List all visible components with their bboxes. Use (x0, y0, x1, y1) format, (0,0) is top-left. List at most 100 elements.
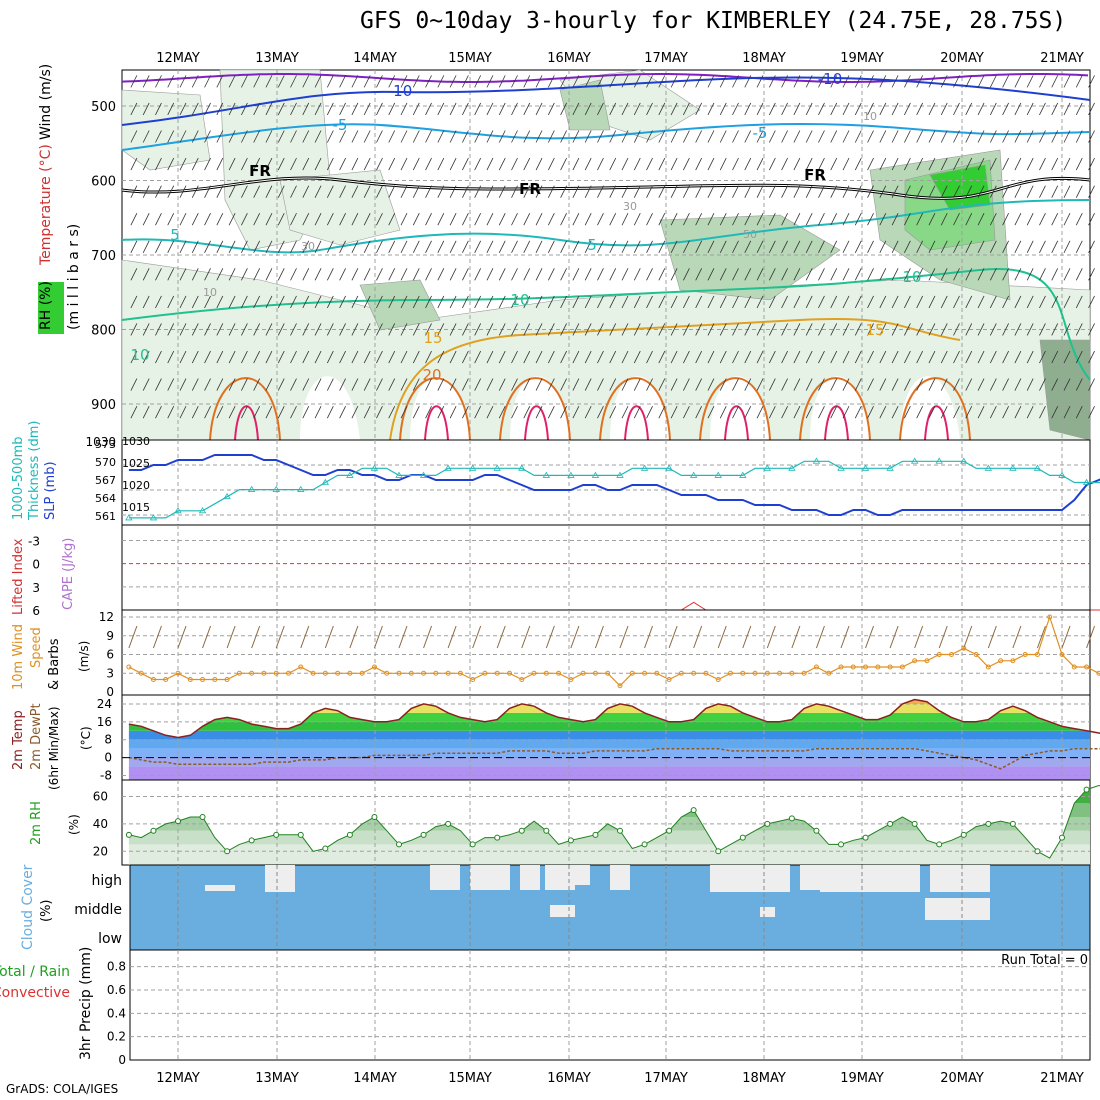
wind-barb (670, 378, 678, 391)
wind-barb (633, 240, 641, 253)
top-day-label: 16MAY (547, 51, 591, 66)
wind-barb (314, 295, 322, 309)
contour-label: 10 (863, 110, 877, 123)
wind-barb (376, 295, 383, 309)
wind-barb (351, 323, 359, 336)
wind-barb (597, 378, 604, 391)
rh2m-marker (690, 807, 697, 814)
wind-barb (719, 378, 727, 391)
wind-barb (486, 130, 494, 143)
thickness-marker (812, 457, 821, 464)
wind-barb (965, 213, 973, 226)
wind-barb (351, 350, 359, 364)
wind-speed-marker (470, 677, 476, 682)
wind-barb (989, 350, 997, 364)
wind-barb (977, 405, 985, 419)
wind-barb (486, 75, 494, 88)
wind-barb (719, 240, 727, 253)
wind-barb (695, 240, 703, 253)
wind-barb (719, 157, 727, 171)
cloud-clear-block (265, 865, 295, 892)
wind-speed-marker (899, 664, 905, 670)
wind-barb (879, 75, 887, 88)
isotherm-20 (499, 377, 571, 441)
wind-barb (511, 185, 518, 198)
wind-barb (609, 268, 617, 281)
wind-barb (793, 405, 801, 419)
rh2m-marker (175, 818, 181, 825)
wind-barb (462, 130, 469, 143)
wind-barb (376, 405, 383, 419)
rh2m-marker (518, 827, 525, 834)
wind-barb (547, 157, 555, 171)
top-day-label: 19MAY (840, 51, 884, 66)
wind-barb (904, 75, 911, 88)
wind-barb (547, 295, 555, 309)
rh2m-marker (1009, 820, 1016, 827)
wind-barb (462, 213, 469, 226)
thickness-marker (518, 464, 526, 471)
wind-barb (277, 295, 285, 309)
wind-barb (179, 378, 187, 391)
wind-barb (191, 295, 199, 309)
wind-barb (216, 157, 224, 171)
wind-barb (646, 268, 653, 281)
wind-speed-marker (789, 670, 795, 676)
wind-barb (1051, 213, 1059, 226)
wind-barb (793, 240, 801, 253)
wind-barb (584, 75, 592, 88)
wind-barb (449, 268, 457, 281)
wind-barb (400, 268, 408, 281)
wind-barb (916, 268, 924, 281)
wind-barb (854, 378, 862, 391)
wind-barb (290, 213, 297, 226)
wind10-barb (865, 625, 875, 649)
wind-barb (609, 323, 617, 336)
wind-barb (1026, 240, 1034, 253)
y-label-rh2m: 2m RH (29, 801, 44, 845)
wind-barb (462, 102, 469, 116)
wind-barb (818, 157, 825, 171)
wind-barb (302, 102, 310, 116)
rh2m-marker (371, 814, 378, 821)
wind-barb (891, 75, 899, 88)
wind-barb (781, 102, 788, 116)
wind-barb (597, 157, 604, 171)
thickness-line (128, 460, 1100, 519)
wind-barb (130, 405, 138, 419)
wind-barb (241, 130, 248, 143)
thickness-marker (493, 464, 501, 471)
wind-speed-marker (936, 652, 942, 657)
wind-barb (1039, 268, 1046, 281)
wind-barb (437, 405, 445, 419)
wind-barb (683, 75, 690, 88)
wind-barb (1014, 130, 1022, 143)
isotherm-20 (899, 377, 971, 441)
wind-barb (241, 102, 248, 116)
wind-barb (204, 323, 211, 336)
wind-barb (1051, 75, 1059, 88)
rh-shading (279, 169, 401, 246)
wind-speed-marker (912, 658, 918, 664)
wind-barb (940, 405, 948, 419)
wind-speed-marker (703, 670, 709, 676)
wind-barb (891, 102, 899, 116)
wind10-barb (496, 625, 506, 649)
wind10-barb (717, 625, 727, 649)
wind10-barb (570, 625, 580, 649)
wind-barb (265, 405, 273, 419)
wind-barb (547, 185, 555, 198)
wind-barb (547, 405, 555, 419)
wind-barb (695, 323, 703, 336)
wind-barb (977, 213, 985, 226)
wind-barb (1002, 350, 1009, 364)
wind-barb (732, 185, 739, 198)
wind-barb (977, 185, 985, 198)
wind-barb (830, 157, 838, 171)
wind-barb (523, 157, 531, 171)
thickness-marker (665, 464, 673, 471)
wind-barb (425, 130, 432, 143)
wind-barb (191, 323, 199, 336)
slp-tick: 1020 (122, 479, 150, 492)
wind-barb (830, 405, 838, 419)
